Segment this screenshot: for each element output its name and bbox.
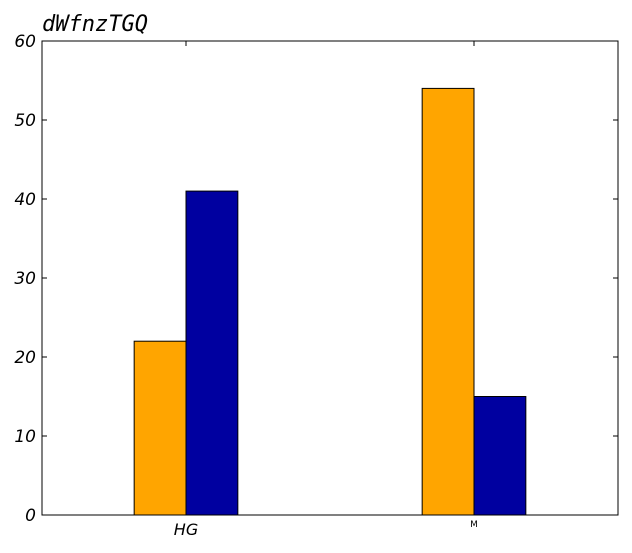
x-tick-label-m: M <box>470 520 478 530</box>
y-tick-label: 40 <box>14 190 36 210</box>
bars-group <box>134 88 526 515</box>
bar-m-series-2 <box>474 397 526 516</box>
bar-hg-series-1 <box>134 341 186 515</box>
bar-m-series-1 <box>422 88 474 515</box>
bar-hg-series-2 <box>186 191 238 515</box>
plot-frame <box>42 41 618 515</box>
y-tick-label: 50 <box>14 111 36 131</box>
x-tick-label-hg: HG <box>174 520 198 539</box>
y-tick-label: 0 <box>25 506 36 526</box>
y-tick-label: 20 <box>14 348 36 368</box>
chart-title: dWfnzTGQ <box>42 12 148 37</box>
y-tick-label: 60 <box>14 32 36 52</box>
y-axis: 0 10 20 30 40 50 60 <box>14 32 618 526</box>
y-tick-label: 30 <box>14 269 36 289</box>
y-tick-label: 10 <box>14 427 36 447</box>
